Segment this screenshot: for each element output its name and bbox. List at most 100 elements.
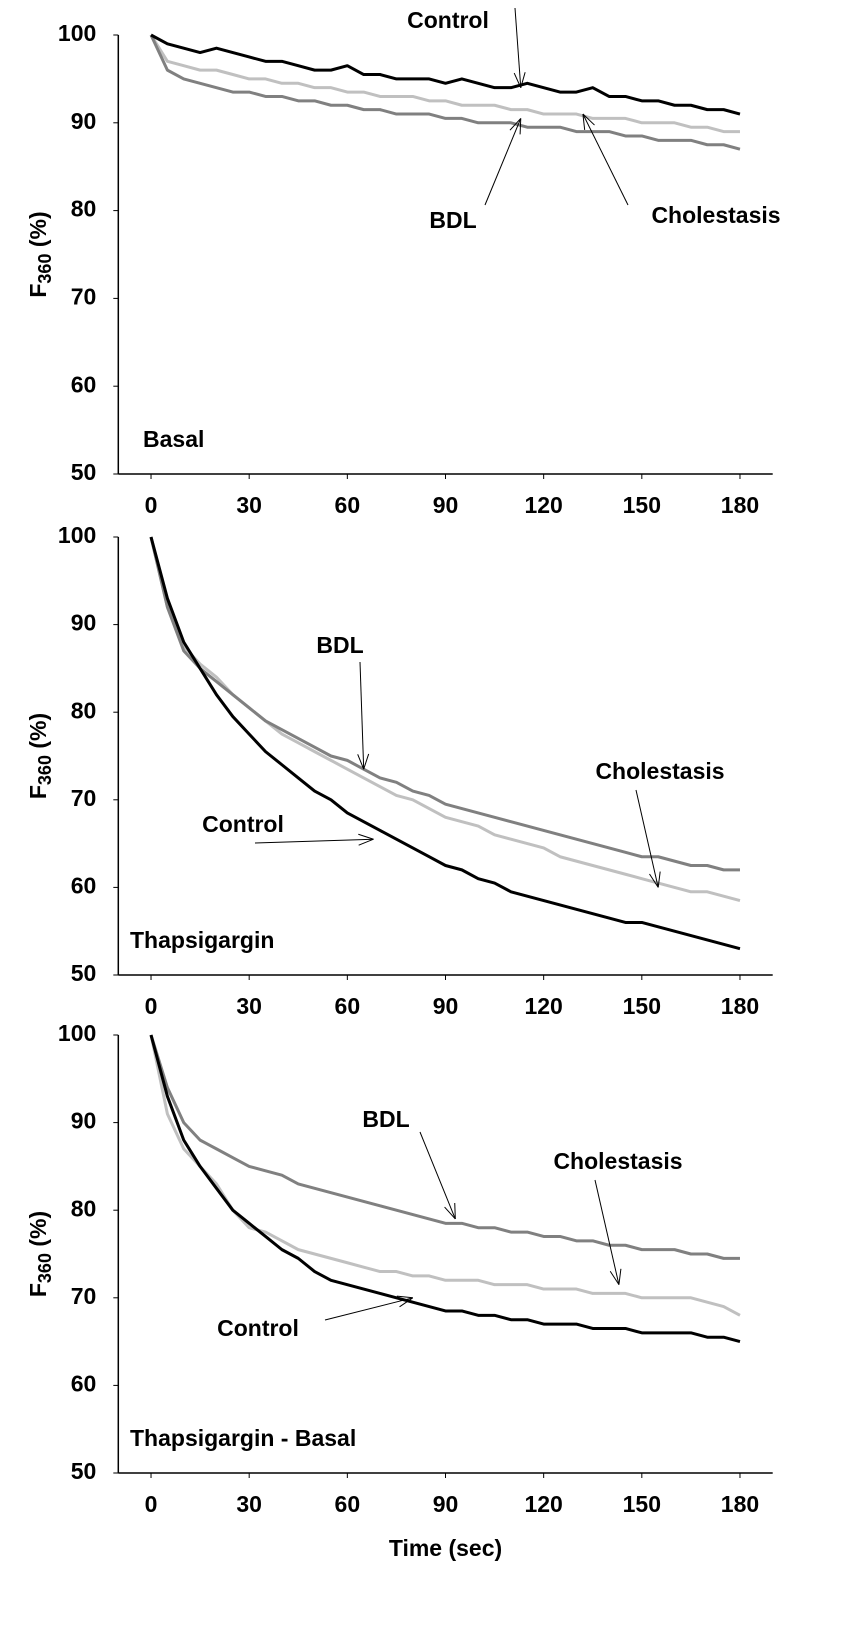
data-line: [149, 536, 740, 872]
data-line: [149, 1034, 740, 1260]
arrow-head: [509, 118, 522, 131]
panel-label: Thapsigargin: [130, 927, 274, 953]
data-line: [149, 1034, 741, 1344]
y-tick-label: 80: [71, 697, 97, 723]
x-tick-label: 60: [335, 993, 361, 1019]
arrow-head: [649, 873, 659, 888]
x-tick-label: 60: [335, 1491, 361, 1517]
y-tick-label: 80: [71, 196, 97, 222]
y-tick-label: 50: [71, 1458, 97, 1484]
annotation-label: Cholestasis: [651, 202, 780, 228]
annotation-label: BDL: [316, 632, 363, 658]
y-label-subscript: 360: [35, 1253, 55, 1283]
annotation-arrow: [254, 838, 374, 844]
y-tick-label: 90: [71, 1108, 97, 1134]
arrow-head: [657, 871, 661, 888]
x-tick-label: 0: [145, 492, 158, 518]
y-tick-label: 70: [71, 785, 97, 811]
x-tick-label: 180: [721, 492, 759, 518]
arrow-head: [520, 72, 526, 88]
annotation-label: Cholestasis: [553, 1148, 682, 1174]
annotation-arrow: [635, 789, 659, 888]
annotation-arrow: [594, 1179, 620, 1285]
y-axis-label: F360 (%): [25, 211, 55, 297]
x-tick-label: 150: [623, 492, 661, 518]
data-line: [150, 33, 741, 116]
panel: 50 60 70 80 90 100 0 30 60 90 120 150 180 F360 (%) Tim…: [25, 1020, 773, 1561]
arrow-head: [454, 1202, 456, 1219]
y-label-rest: (%): [25, 1211, 51, 1253]
x-tick-label: 30: [236, 492, 262, 518]
data-line: [149, 536, 741, 951]
arrow-head: [363, 753, 370, 770]
arrow-head: [609, 1270, 620, 1285]
x-tick-label: 150: [623, 993, 661, 1019]
x-tick-label: 60: [335, 492, 361, 518]
data-line: [149, 34, 740, 134]
panel-label: Thapsigargin - Basal: [130, 1425, 356, 1451]
x-axis-label: Time (sec): [389, 1535, 502, 1561]
annotation-arrow: [359, 661, 365, 770]
y-tick-label: 50: [71, 459, 97, 485]
y-tick-label: 60: [71, 1370, 97, 1396]
y-label-base: F: [25, 284, 51, 298]
x-tick-label: 180: [721, 1491, 759, 1517]
y-label-base: F: [25, 785, 51, 799]
y-tick-label: 90: [71, 610, 97, 636]
y-tick-label: 100: [58, 1020, 96, 1046]
x-tick-label: 120: [524, 492, 562, 518]
x-tick-label: 90: [433, 1491, 459, 1517]
y-tick-label: 60: [71, 872, 97, 898]
y-tick-label: 80: [71, 1195, 97, 1221]
annotation-arrow: [419, 1131, 456, 1220]
arrow-head: [444, 1206, 456, 1220]
arrow-head: [618, 1268, 622, 1285]
y-tick-label: 70: [71, 1283, 97, 1309]
y-tick-label: 100: [58, 20, 96, 46]
y-tick-label: 50: [71, 960, 97, 986]
annotation-arrow: [484, 118, 522, 206]
y-label-rest: (%): [25, 211, 51, 253]
x-tick-label: 150: [623, 1491, 661, 1517]
y-label-subscript: 360: [35, 755, 55, 785]
arrow-head: [399, 1297, 414, 1308]
arrow-head: [582, 113, 595, 126]
arrow-head: [513, 72, 522, 88]
arrow-head: [582, 113, 586, 130]
x-tick-label: 90: [433, 492, 459, 518]
annotation-label: BDL: [362, 1106, 409, 1132]
y-label-subscript: 360: [35, 254, 55, 284]
annotation-label: BDL: [429, 207, 476, 233]
x-tick-label: 30: [236, 993, 262, 1019]
x-tick-label: 180: [721, 993, 759, 1019]
y-axis-label: F360 (%): [25, 1211, 55, 1297]
annotation-arrow: [582, 113, 629, 206]
y-label-rest: (%): [25, 713, 51, 755]
arrow-head: [358, 838, 374, 846]
x-tick-label: 120: [524, 993, 562, 1019]
data-line: [149, 1034, 741, 1317]
annotation-label: Control: [407, 7, 489, 33]
data-line: [149, 536, 741, 902]
annotation-label: Control: [217, 1315, 299, 1341]
x-tick-label: 0: [145, 993, 158, 1019]
annotation-label: Cholestasis: [595, 758, 724, 784]
x-tick-label: 120: [524, 1491, 562, 1517]
y-axis-label: F360 (%): [25, 713, 55, 799]
panel: 50 60 70 80 90 100 0 30 60 90 120 150 180 F360 (%) Tha…: [25, 522, 773, 1019]
annotation-arrow: [514, 7, 522, 88]
x-tick-label: 90: [433, 993, 459, 1019]
y-tick-label: 100: [58, 522, 96, 548]
panel: 50 60 70 80 90 100 0 30 60 90 120 150 180 F360 (%) Bas…: [25, 7, 780, 518]
annotation-arrow: [324, 1297, 413, 1321]
panel-label: Basal: [143, 426, 204, 452]
y-label-base: F: [25, 1283, 51, 1297]
arrow-head: [357, 754, 365, 770]
arrow-head: [396, 1295, 413, 1299]
y-tick-label: 90: [71, 108, 97, 134]
annotation-label: Control: [202, 811, 284, 837]
y-tick-label: 70: [71, 283, 97, 309]
arrow-head: [358, 833, 374, 840]
